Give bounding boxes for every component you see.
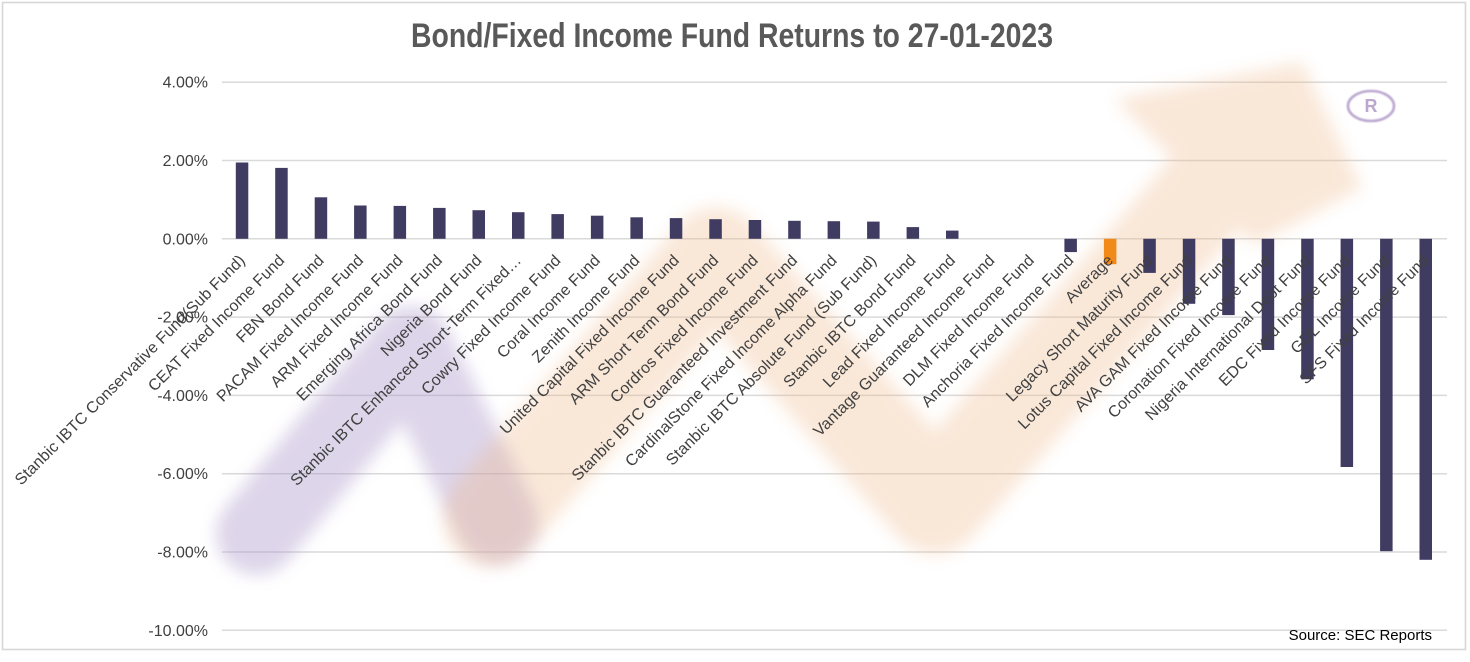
- svg-text:-10.00%: -10.00%: [148, 623, 208, 640]
- svg-text:Bond/Fixed Income Fund Returns: Bond/Fixed Income Fund Returns to 27-01-…: [411, 17, 1053, 55]
- svg-text:0.00%: 0.00%: [163, 231, 208, 248]
- svg-text:-2.00%: -2.00%: [157, 310, 208, 327]
- svg-text:-8.00%: -8.00%: [157, 545, 208, 562]
- svg-text:-4.00%: -4.00%: [157, 388, 208, 405]
- svg-text:2.00%: 2.00%: [163, 153, 208, 170]
- svg-text:R: R: [1365, 96, 1378, 116]
- svg-text:-6.00%: -6.00%: [157, 466, 208, 483]
- svg-text:4.00%: 4.00%: [163, 75, 208, 92]
- svg-text:Source: SEC Reports: Source: SEC Reports: [1289, 627, 1432, 644]
